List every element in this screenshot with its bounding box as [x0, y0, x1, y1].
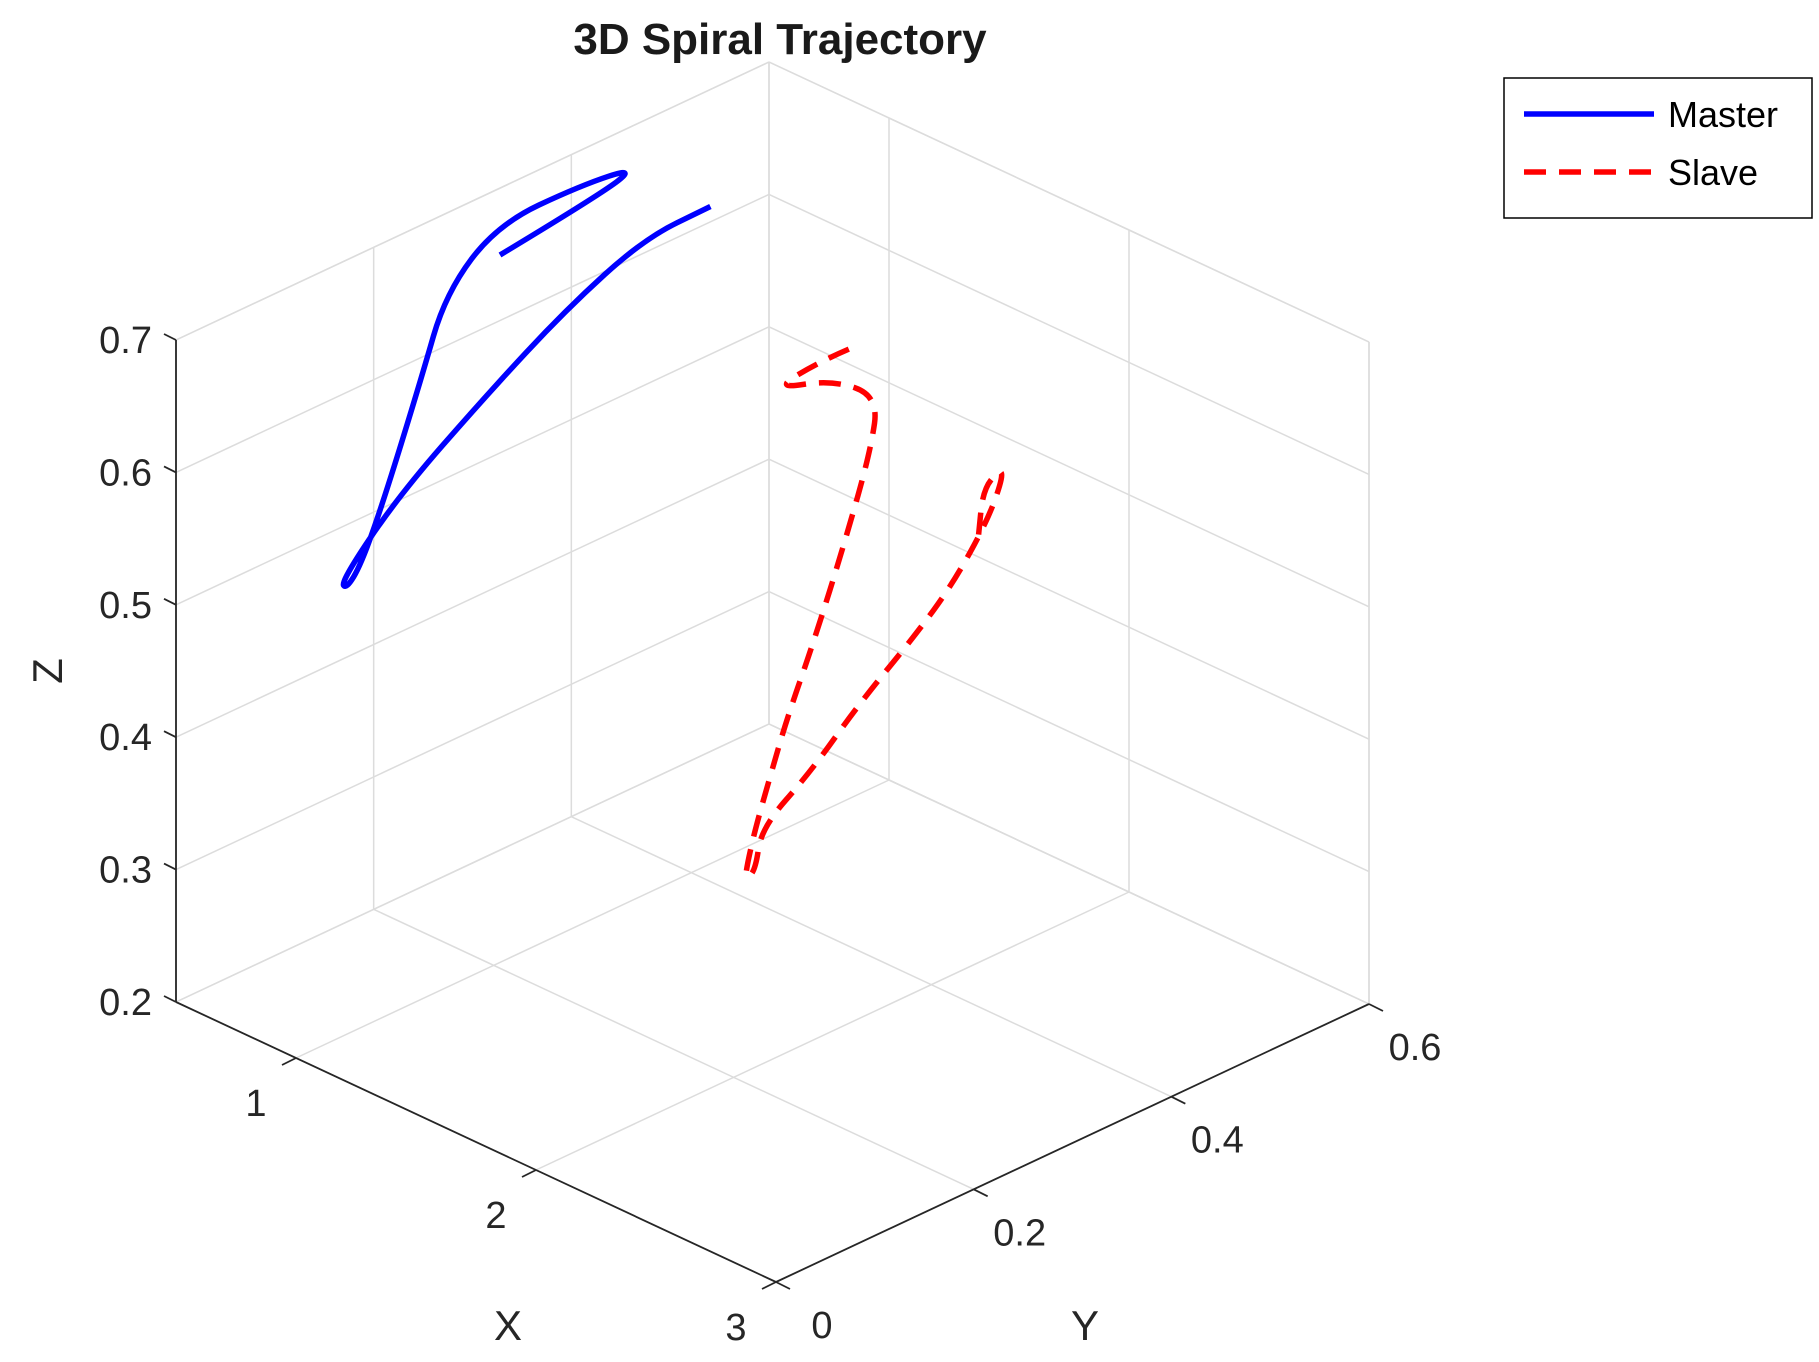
- y-axis-label: Y: [1071, 1302, 1099, 1349]
- y-tick-label: 0: [811, 1305, 832, 1347]
- z-tick: [163, 730, 177, 739]
- z-tick-label: 0.2: [99, 982, 152, 1024]
- chart-title: 3D Spiral Trajectory: [573, 15, 987, 64]
- grid-line-y: [571, 815, 1172, 1098]
- series-line-slave: [743, 346, 1005, 880]
- x-axis-line: [175, 1001, 777, 1283]
- x-tick: [281, 1057, 297, 1066]
- x-tick: [761, 1281, 777, 1290]
- legend: Master Slave: [1503, 77, 1813, 219]
- grid-line-z: [175, 723, 770, 1003]
- x-axis-label: X: [494, 1302, 522, 1349]
- grid-line-z: [175, 193, 770, 474]
- x-tick-label: 3: [725, 1307, 746, 1349]
- y-tick-label: 0.2: [993, 1212, 1046, 1254]
- legend-label-slave: Slave: [1668, 152, 1758, 193]
- legend-box: [1503, 77, 1813, 219]
- grid-line-z: [768, 193, 1370, 476]
- y-tick: [775, 1281, 791, 1290]
- grid-line-z: [768, 458, 1370, 740]
- y-axis-line: [775, 1003, 1370, 1283]
- x-tick-label: 2: [485, 1195, 506, 1237]
- z-tick-label: 0.3: [99, 850, 152, 892]
- x-tick: [521, 1169, 537, 1178]
- grid-line-z: [175, 326, 770, 606]
- y-tick-label: 0.6: [1389, 1027, 1442, 1069]
- z-tick-label: 0.6: [99, 452, 152, 494]
- grid-line-x: [535, 891, 1130, 1171]
- y-tick: [973, 1188, 989, 1198]
- grid-line-x: [295, 779, 890, 1059]
- y-tick: [1170, 1095, 1186, 1105]
- axes-layer: 0.2 0.3 0.4 0.5 0.6 0.7 1 2 3 0 0.2 0.4 0.6 Z X Y: [24, 320, 1441, 1349]
- grid-layer: [175, 61, 1370, 1283]
- x-tick-label: 1: [245, 1083, 266, 1125]
- grid-line-y: [768, 723, 1370, 1005]
- z-tick: [163, 995, 177, 1003]
- grid-line-y: [373, 908, 974, 1191]
- series-layer: [340, 169, 1005, 880]
- grid-line-z: [175, 590, 770, 871]
- series-line-master: [340, 169, 712, 589]
- grid-line-z: [768, 61, 1370, 343]
- z-tick: [163, 862, 177, 871]
- z-tick: [163, 465, 177, 474]
- legend-label-master: Master: [1668, 94, 1778, 135]
- z-axis-label: Z: [24, 658, 71, 684]
- grid-line-z: [175, 458, 770, 738]
- z-tick-label: 0.7: [99, 320, 152, 362]
- z-tick: [163, 597, 177, 606]
- z-tick: [163, 333, 177, 341]
- grid-line-z: [768, 590, 1370, 873]
- grid-line-z: [175, 61, 770, 341]
- z-tick-label: 0.4: [99, 717, 152, 759]
- y-tick-label: 0.4: [1191, 1120, 1244, 1162]
- grid-line-z: [768, 326, 1370, 608]
- y-tick: [1368, 1003, 1384, 1012]
- z-tick-label: 0.5: [99, 585, 152, 627]
